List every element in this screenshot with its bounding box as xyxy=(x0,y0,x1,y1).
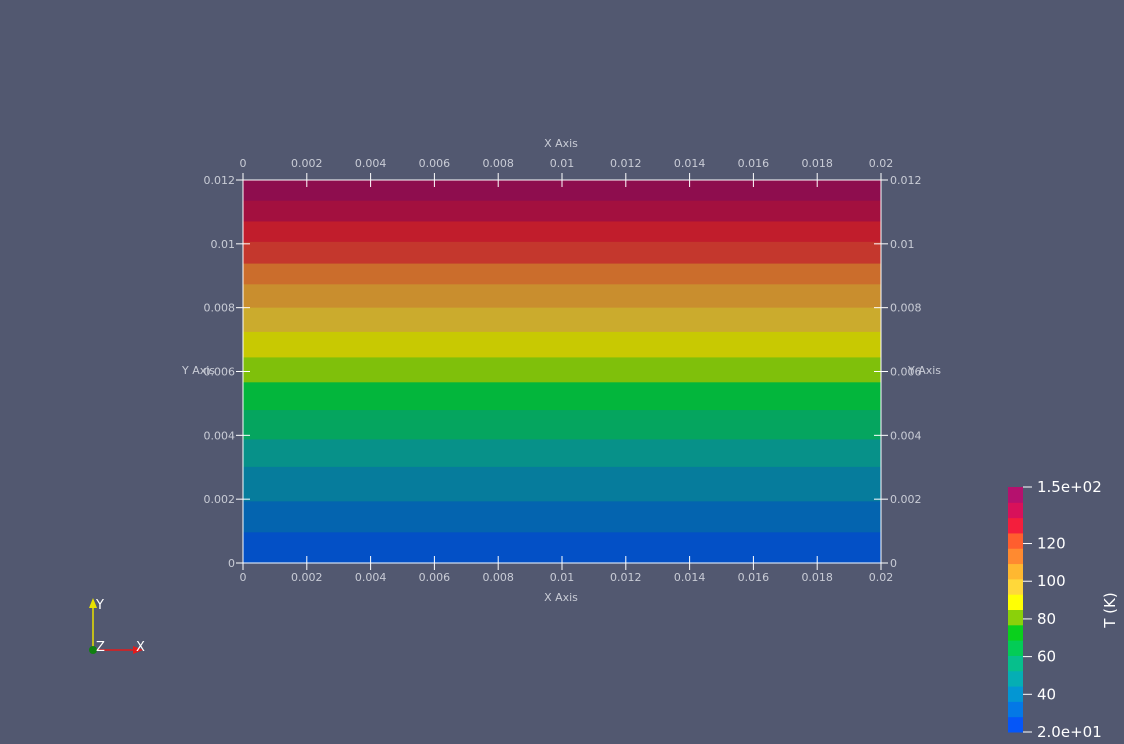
x-tick-label-top: 0.004 xyxy=(355,157,387,170)
x-tick-label-bottom: 0.016 xyxy=(738,571,770,584)
x-tick-label-top: 0.012 xyxy=(610,157,642,170)
y-axis-title-right: Y Axis xyxy=(907,364,941,377)
x-tick-label-top: 0.02 xyxy=(869,157,894,170)
x-tick-label-top: 0.002 xyxy=(291,157,323,170)
contour-band xyxy=(243,381,881,411)
y-axis-ticks-left: 0 0.002 0.004 0.006 0.008 0.01 0.012 xyxy=(204,174,250,570)
x-tick-label-bottom: 0.002 xyxy=(291,571,323,584)
x-tick-label-top: 0.014 xyxy=(674,157,706,170)
y-tick-label-right: 0.004 xyxy=(890,429,922,442)
orientation-y-arrow-icon xyxy=(89,598,97,608)
contour-band xyxy=(243,466,881,502)
color-legend-label: 2.0e+01 xyxy=(1037,723,1102,741)
x-tick-label-bottom: 0.018 xyxy=(801,571,833,584)
color-legend-swatch xyxy=(1008,686,1023,702)
contour-band xyxy=(243,356,881,383)
color-legend-swatch xyxy=(1008,532,1023,549)
color-legend-swatch xyxy=(1008,517,1023,534)
y-tick-label-left: 0.01 xyxy=(211,238,236,251)
contour-band xyxy=(243,241,881,264)
y-tick-label-right: 0.012 xyxy=(890,174,922,187)
color-legend-swatch xyxy=(1008,487,1023,503)
contour-band xyxy=(243,409,881,440)
y-tick-label-right: 0.002 xyxy=(890,493,922,506)
y-tick-label-left: 0.006 xyxy=(204,366,236,379)
x-tick-label-bottom: 0.012 xyxy=(610,571,642,584)
color-legend-swatch xyxy=(1008,563,1023,580)
x-tick-label-bottom: 0.02 xyxy=(869,571,894,584)
contour-band xyxy=(243,331,881,358)
y-tick-label-right: 0.008 xyxy=(890,302,922,315)
x-tick-label-top: 0 xyxy=(240,157,247,170)
x-axis-title-top: X Axis xyxy=(544,137,578,150)
color-legend-label: 120 xyxy=(1037,535,1066,553)
y-tick-label-right: 0.01 xyxy=(890,238,915,251)
x-tick-label-top: 0.016 xyxy=(738,157,770,170)
color-legend-swatch xyxy=(1008,716,1023,733)
x-axis-ticks-bottom: 0 0.002 0.004 0.006 0.008 0.01 0.012 0.014 0.016… xyxy=(238,556,893,584)
x-axis-title-bottom: X Axis xyxy=(544,591,578,604)
temperature-contour-bands xyxy=(243,180,881,564)
orientation-x-label: X xyxy=(136,640,145,655)
x-axis-ticks-top: 0 0.002 0.004 0.006 0.008 0.01 0.012 0.014 0.016… xyxy=(238,157,893,187)
contour-band xyxy=(243,307,881,332)
color-legend-swatch xyxy=(1008,548,1023,565)
color-legend-label: 100 xyxy=(1037,572,1066,590)
color-legend-swatch xyxy=(1008,701,1023,718)
x-tick-label-bottom: 0.006 xyxy=(419,571,451,584)
color-legend-swatch xyxy=(1008,670,1023,687)
orientation-z-label: Z xyxy=(96,640,105,655)
y-tick-label-left: 0.008 xyxy=(204,302,236,315)
color-legend-swatch xyxy=(1008,609,1023,626)
color-legend-swatch xyxy=(1008,624,1023,641)
y-tick-label-left: 0.004 xyxy=(204,429,236,442)
y-tick-label-left: 0 xyxy=(228,557,235,570)
x-tick-label-bottom: 0 xyxy=(240,571,247,584)
x-tick-label-bottom: 0.008 xyxy=(482,571,514,584)
x-tick-label-top: 0.006 xyxy=(419,157,451,170)
color-legend-swatch xyxy=(1008,655,1023,672)
orientation-y-label: Y xyxy=(95,598,104,613)
color-legend-swatch xyxy=(1008,594,1023,610)
y-tick-label-right: 0 xyxy=(890,557,897,570)
color-legend-swatch xyxy=(1008,502,1023,519)
contour-band xyxy=(243,500,881,533)
x-tick-label-bottom: 0.01 xyxy=(550,571,575,584)
y-axis-ticks-right: 0 0.002 0.004 0.006 0.008 0.01 0.012 xyxy=(874,174,922,570)
orientation-z-axis xyxy=(89,646,97,654)
color-legend-label: 80 xyxy=(1037,610,1056,628)
orientation-x-arrow-icon xyxy=(133,646,143,654)
color-legend-swatch xyxy=(1008,640,1023,656)
color-legend-labels: 1.5e+02 120 100 80 60 40 2.0e+01 xyxy=(1023,478,1102,741)
y-tick-label-left: 0.012 xyxy=(204,174,236,187)
color-legend-swatch xyxy=(1008,578,1023,595)
color-legend-label: 60 xyxy=(1037,648,1056,666)
y-tick-label-right: 0.006 xyxy=(890,366,922,379)
x-tick-label-top: 0.01 xyxy=(550,157,575,170)
y-axis-title-left: Y Axis xyxy=(181,364,215,377)
x-tick-label-bottom: 0.014 xyxy=(674,571,706,584)
contour-band xyxy=(243,262,881,285)
contour-band xyxy=(243,283,881,308)
color-legend[interactable]: 1.5e+02 120 100 80 60 40 2.0e+01 T (K) xyxy=(1008,478,1119,741)
color-legend-label: 1.5e+02 xyxy=(1037,478,1102,496)
y-tick-label-left: 0.002 xyxy=(204,493,236,506)
color-legend-swatches xyxy=(1008,487,1023,733)
color-legend-label: 40 xyxy=(1037,685,1056,703)
contour-band xyxy=(243,200,881,222)
x-tick-label-bottom: 0.004 xyxy=(355,571,387,584)
contour-band xyxy=(243,180,881,201)
contour-band xyxy=(243,220,881,242)
x-tick-label-top: 0.008 xyxy=(482,157,514,170)
contour-band xyxy=(243,438,881,467)
orientation-axes: Y X Z xyxy=(89,598,145,655)
color-legend-title: T (K) xyxy=(1101,592,1119,628)
x-tick-label-top: 0.018 xyxy=(801,157,833,170)
